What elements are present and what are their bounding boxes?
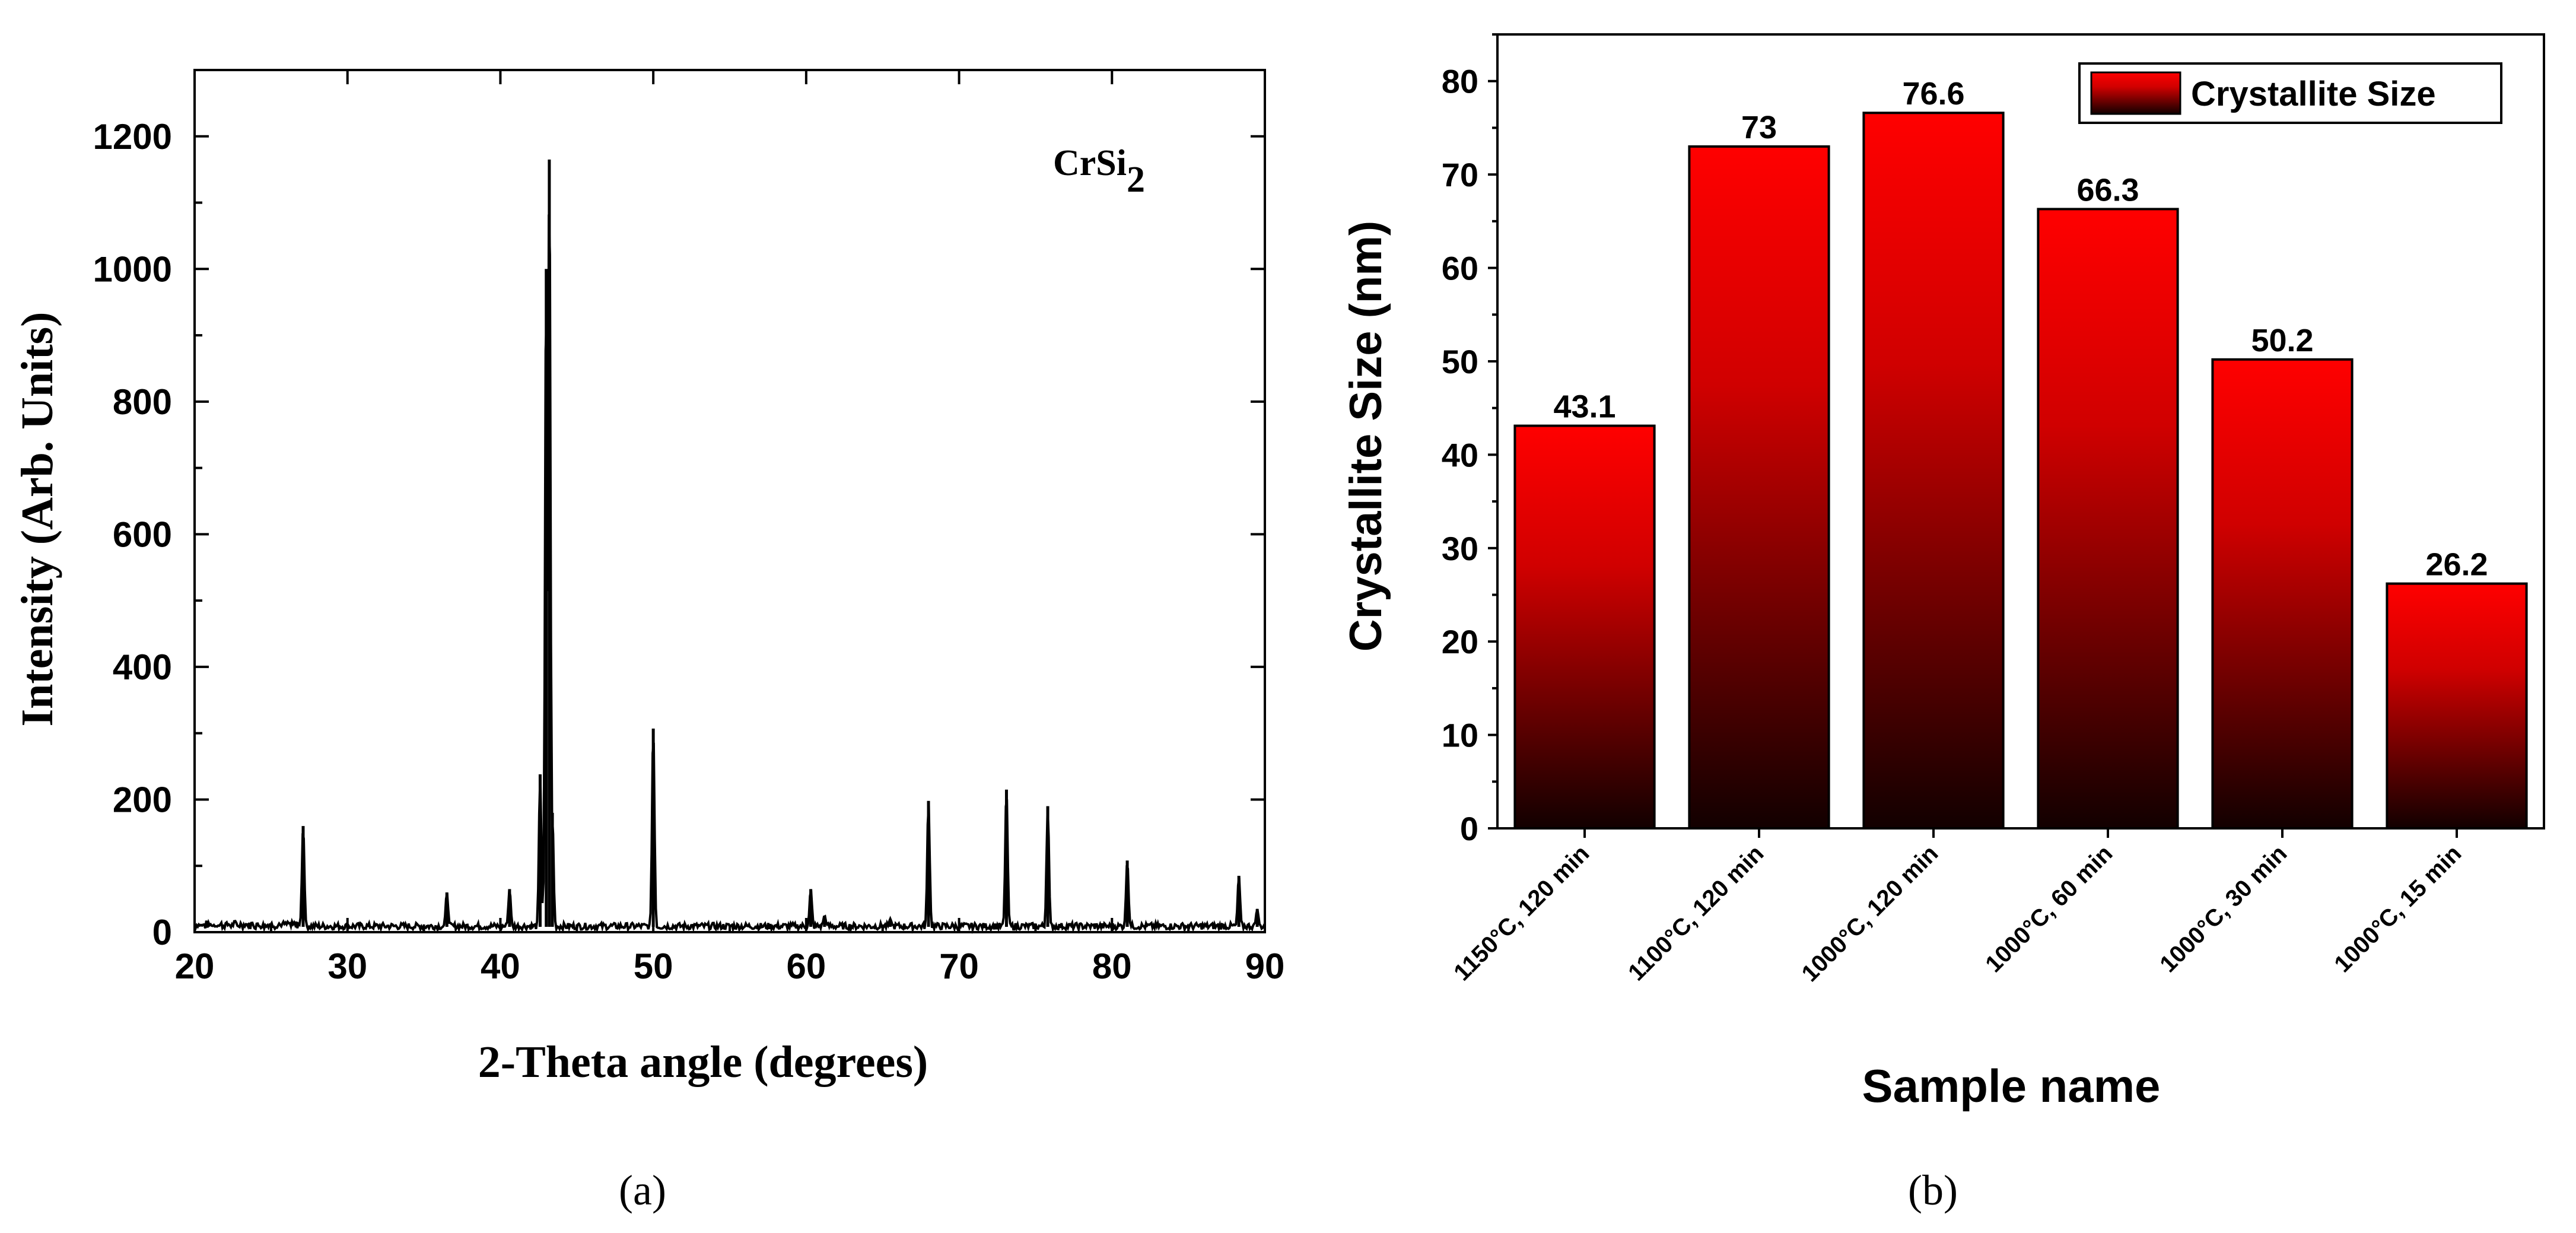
- crystallite-bar: [2037, 208, 2179, 830]
- xrd-x-tick-label: 40: [481, 946, 520, 986]
- xrd-x-ticks: [193, 70, 1266, 932]
- crystallite-bar: [2211, 358, 2354, 830]
- xrd-x-tick-labels: 20 30 40 50 60 70 80 90: [175, 946, 1285, 986]
- crystallite-size-panel: 43.1 73 76.6 66.3 50.2 26.2 0 10 20 30 40 50 60 70 80…: [1341, 33, 2545, 1214]
- crystallite-bar-value: 26.2: [2425, 547, 2488, 583]
- xrd-trace: [193, 214, 1266, 935]
- crystallite-y-tick-label: 10: [1442, 717, 1478, 754]
- panel-label-b: (b): [1908, 1167, 1958, 1214]
- crystallite-y-tick-label: 60: [1442, 250, 1478, 287]
- crsi2-annotation-subscript: 2: [1127, 160, 1145, 200]
- xrd-plot-frame: [193, 69, 1266, 933]
- crystallite-bar-value-labels: 43.1 73 76.6 66.3 50.2 26.2: [1553, 76, 2488, 582]
- crsi2-annotation-base: CrSi: [1053, 143, 1127, 183]
- crystallite-y-tick-labels: 0 10 20 30 40 50 60 70 80: [1442, 63, 1478, 847]
- crystallite-plot-frame: [1496, 33, 2545, 830]
- crystallite-y-tick-label: 80: [1442, 63, 1478, 100]
- xrd-y-tick-label: 800: [113, 382, 172, 422]
- legend: Crystallite Size: [2078, 62, 2502, 124]
- xrd-x-tick-label: 60: [786, 946, 826, 986]
- legend-swatch: [2090, 71, 2181, 115]
- crystallite-x-tick-label: 1100°C, 120 min: [1623, 840, 1769, 986]
- xrd-x-tick-label: 90: [1245, 946, 1285, 986]
- xrd-x-tick-label: 50: [634, 946, 673, 986]
- crystallite-bar-value: 76.6: [1902, 76, 1964, 112]
- xrd-x-tick-label: 70: [939, 946, 979, 986]
- panel-label-a: (a): [619, 1167, 666, 1214]
- crystallite-bar: [2386, 582, 2528, 830]
- crystallite-x-tick-label: 1000°C, 120 min: [1797, 840, 1944, 987]
- crystallite-x-tick-label: 1150°C, 120 min: [1449, 840, 1594, 986]
- crystallite-x-tick-label: 1000°C, 30 min: [2155, 840, 2292, 977]
- legend-label: Crystallite Size: [2191, 75, 2436, 113]
- xrd-y-ticks: [195, 69, 1265, 933]
- xrd-x-tick-label: 30: [327, 946, 367, 986]
- crystallite-bar: [1513, 424, 1656, 830]
- crystallite-y-axis-label: Crystallite Size (nm): [1341, 221, 1391, 652]
- crystallite-y-tick-label: 30: [1442, 530, 1478, 567]
- xrd-y-tick-label: 0: [152, 913, 172, 952]
- crystallite-bar-value: 43.1: [1553, 389, 1615, 425]
- xrd-pattern-panel: 20 30 40 50 60 70 80 90 0 200 400 600 800 1000 1200 C…: [12, 69, 1285, 1214]
- xrd-axes: [193, 69, 1266, 933]
- crystallite-y-tick-label: 20: [1442, 623, 1478, 660]
- crystallite-y-tick-label: 40: [1442, 436, 1478, 474]
- crystallite-y-tick-label: 70: [1442, 156, 1478, 193]
- xrd-peak-marks: [301, 159, 1259, 927]
- xrd-y-tick-label: 600: [113, 514, 172, 554]
- xrd-x-tick-label: 80: [1092, 946, 1132, 986]
- xrd-y-axis-label: Intensity (Arb. Units): [12, 312, 62, 727]
- xrd-y-tick-label: 400: [113, 647, 172, 687]
- crystallite-x-ticks: [1583, 828, 2458, 838]
- crystallite-bar: [1862, 112, 2005, 830]
- xrd-y-tick-label: 200: [113, 780, 172, 819]
- crystallite-x-tick-label: 1000°C, 60 min: [1980, 840, 2117, 977]
- crystallite-x-axis-label: Sample name: [1862, 1060, 2161, 1112]
- xrd-y-tick-label: 1000: [93, 249, 172, 289]
- crystallite-bar-value: 66.3: [2076, 172, 2139, 208]
- crystallite-x-tick-label: 1000°C, 15 min: [2329, 840, 2466, 977]
- crystallite-bars: [1513, 112, 2528, 830]
- crystallite-y-tick-label: 50: [1442, 343, 1478, 380]
- xrd-x-tick-label: 20: [175, 946, 215, 986]
- crystallite-y-ticks: [1488, 33, 1497, 830]
- xrd-y-tick-labels: 0 200 400 600 800 1000 1200: [93, 117, 172, 952]
- crystallite-bar-value: 50.2: [2251, 323, 2313, 358]
- crystallite-bar-value: 73: [1741, 110, 1777, 145]
- xrd-x-axis-label: 2-Theta angle (degrees): [478, 1037, 928, 1087]
- xrd-y-tick-label: 1200: [93, 117, 172, 157]
- crsi2-annotation: CrSi2: [1053, 143, 1145, 200]
- crystallite-y-tick-label: 0: [1460, 810, 1478, 847]
- crystallite-x-tick-labels: 1150°C, 120 min 1100°C, 120 min 1000°C, 12…: [1449, 840, 2466, 987]
- crystallite-axes: [1496, 33, 2545, 830]
- crystallite-bar: [1688, 145, 1830, 830]
